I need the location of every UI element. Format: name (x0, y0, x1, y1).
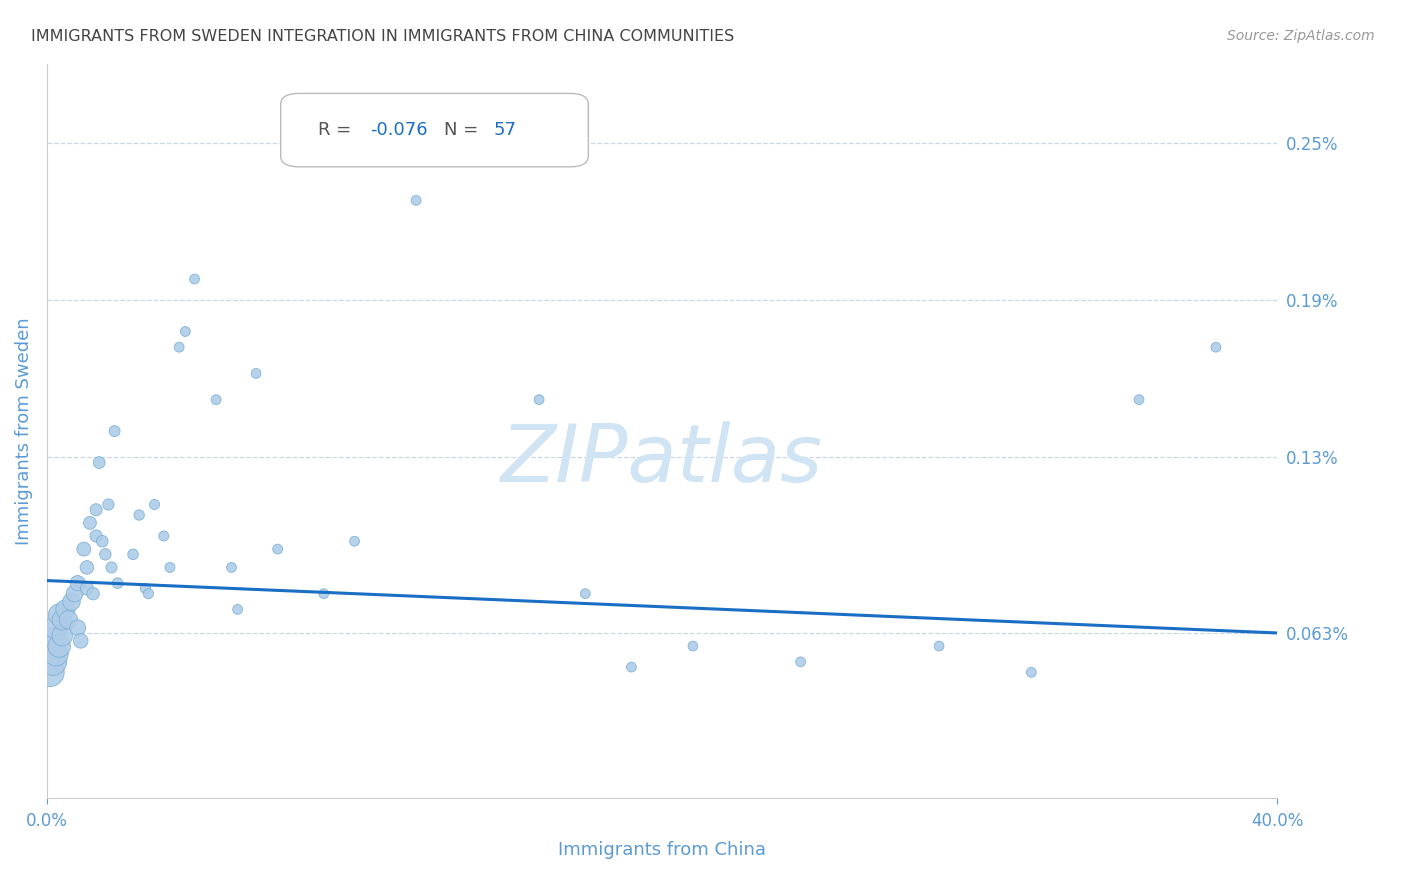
Point (45, 647, 67, 661)
Text: ZIPatlas: ZIPatlas (501, 422, 824, 500)
Point (58, 613, 80, 627)
Point (42, 655, 65, 669)
Point (159, 560, 181, 574)
Y-axis label: Immigrants from Sweden: Immigrants from Sweden (15, 318, 32, 545)
Text: IMMIGRANTS FROM SWEDEN INTEGRATION IN IMMIGRANTS FROM CHINA COMMUNITIES: IMMIGRANTS FROM SWEDEN INTEGRATION IN IM… (31, 29, 734, 44)
Point (51, 629, 73, 643)
Point (76, 560, 98, 574)
Point (134, 582, 156, 596)
Text: 57: 57 (494, 121, 516, 139)
Text: -0.076: -0.076 (371, 121, 429, 139)
Point (527, 392, 550, 407)
Point (91, 534, 114, 549)
Text: Source: ZipAtlas.com: Source: ZipAtlas.com (1227, 29, 1375, 43)
Point (48, 607, 70, 622)
Point (73, 542, 96, 557)
Point (107, 576, 129, 591)
Point (183, 272, 205, 286)
Point (76, 582, 98, 596)
Text: R =: R = (318, 121, 357, 139)
Point (82, 587, 104, 601)
Point (343, 534, 366, 549)
Point (205, 392, 228, 407)
Point (103, 424, 125, 438)
Point (152, 529, 174, 543)
Point (60, 594, 83, 608)
Point (266, 542, 288, 557)
Point (1205, 340, 1227, 354)
Text: N =: N = (444, 121, 485, 139)
Point (84, 529, 107, 543)
Point (66, 576, 89, 591)
Point (48, 639, 70, 653)
Point (94, 547, 117, 561)
Point (1128, 392, 1150, 407)
Point (138, 587, 160, 601)
Point (69, 633, 91, 648)
Point (97, 498, 120, 512)
Point (312, 587, 335, 601)
Point (221, 560, 243, 574)
Point (405, 194, 427, 208)
Point (682, 639, 704, 653)
Point (51, 613, 73, 627)
Point (66, 621, 89, 635)
Point (1021, 665, 1043, 680)
Point (89, 456, 111, 470)
Point (574, 587, 596, 601)
FancyBboxPatch shape (281, 94, 588, 167)
Point (174, 325, 197, 339)
Point (167, 340, 190, 354)
Point (128, 508, 150, 522)
Point (789, 655, 811, 669)
Point (100, 560, 122, 574)
Point (620, 660, 643, 674)
Point (63, 587, 86, 601)
X-axis label: Immigrants from China: Immigrants from China (558, 841, 766, 859)
Point (79, 516, 101, 530)
Point (226, 602, 249, 616)
Point (928, 639, 950, 653)
Point (84, 502, 107, 516)
Point (245, 367, 267, 381)
Point (45, 621, 67, 635)
Point (42, 633, 65, 648)
Point (143, 498, 166, 512)
Point (122, 547, 145, 561)
Point (53, 602, 76, 616)
Point (39, 665, 62, 680)
